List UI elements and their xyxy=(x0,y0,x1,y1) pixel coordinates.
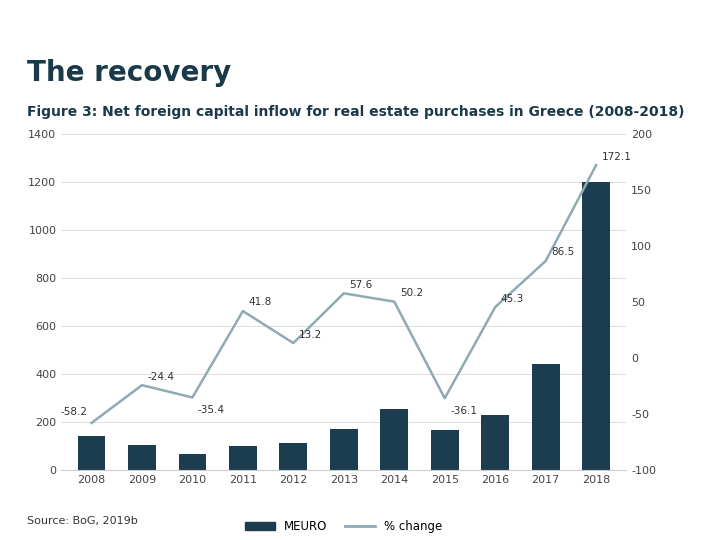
Bar xyxy=(532,364,559,470)
Bar xyxy=(229,446,257,470)
Bar xyxy=(279,443,307,470)
Text: 86.5: 86.5 xyxy=(552,247,575,258)
Text: -35.4: -35.4 xyxy=(198,405,225,415)
Text: 41.8: 41.8 xyxy=(248,298,271,307)
Bar xyxy=(481,415,509,470)
Bar xyxy=(179,454,207,470)
Bar xyxy=(582,182,610,470)
Text: 50.2: 50.2 xyxy=(400,288,423,298)
Text: The recovery: The recovery xyxy=(27,59,232,87)
Text: -24.4: -24.4 xyxy=(148,372,174,382)
Text: 45.3: 45.3 xyxy=(500,294,524,303)
Bar xyxy=(380,409,408,470)
Bar xyxy=(330,429,358,470)
Text: Source: BoG, 2019b: Source: BoG, 2019b xyxy=(27,516,138,526)
Legend: MEURO, % change: MEURO, % change xyxy=(240,515,447,538)
Text: 172.1: 172.1 xyxy=(602,152,631,161)
Text: -36.1: -36.1 xyxy=(450,406,477,416)
Text: -58.2: -58.2 xyxy=(61,407,88,417)
Text: ⌂UCL: ⌂UCL xyxy=(634,11,695,31)
Text: 13.2: 13.2 xyxy=(299,329,322,340)
Text: 57.6: 57.6 xyxy=(349,280,373,290)
Bar xyxy=(128,444,156,470)
Bar xyxy=(78,436,105,470)
Bar xyxy=(431,430,459,470)
Text: Figure 3: Net foreign capital inflow for real estate purchases in Greece (2008-2: Figure 3: Net foreign capital inflow for… xyxy=(27,105,685,119)
